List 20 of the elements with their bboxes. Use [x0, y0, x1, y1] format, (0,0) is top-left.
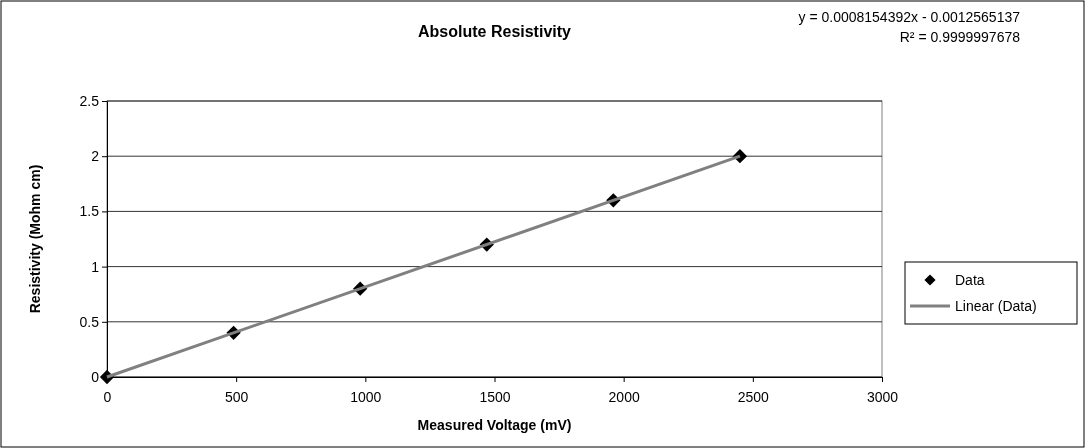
x-tick-label: 3000: [866, 388, 899, 405]
y-tick-label: 0.5: [79, 313, 100, 330]
text: R² = 0.9999997678: [899, 29, 1021, 45]
x-axis-title: Measured Voltage (mV): [417, 417, 572, 433]
y-tick-label: 1.5: [79, 203, 100, 220]
x-tick-label: 1000: [350, 388, 382, 405]
x-tick-label: 1500: [479, 388, 511, 405]
y-axis-title: Resistivity (Mohm cm): [27, 164, 43, 314]
legend-label: Linear (Data): [955, 298, 1037, 314]
legend-label: Data: [955, 272, 985, 288]
x-tick-label: 500: [224, 388, 249, 405]
y-tick-label: 1: [91, 258, 100, 275]
text: y = 0.0008154392x - 0.0012565137: [798, 9, 1021, 25]
x-tick-label: 2500: [737, 388, 770, 405]
x-tick-label: 2000: [608, 388, 640, 405]
x-tick-label: 0: [103, 388, 112, 405]
y-tick-label: 2.5: [79, 92, 100, 109]
y-tick-label: 0: [91, 368, 100, 385]
chart-title: Absolute Resistivity: [418, 23, 572, 40]
y-tick-label: 2: [91, 148, 100, 165]
